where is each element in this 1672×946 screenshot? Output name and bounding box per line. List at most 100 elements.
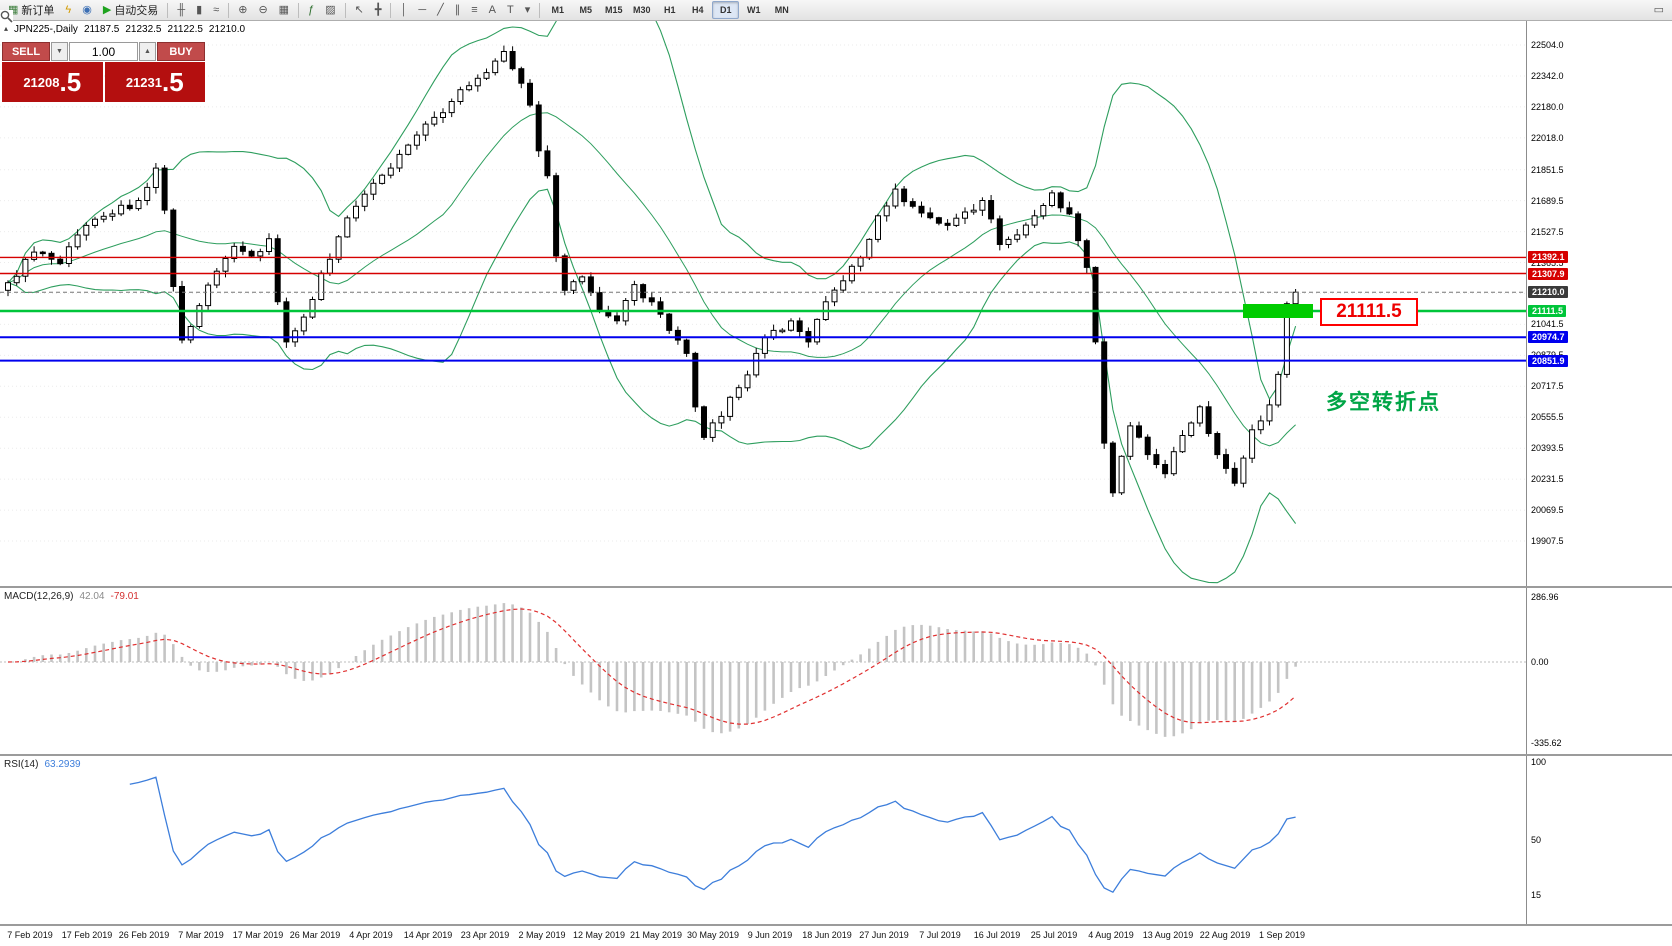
timeframe-button-h4[interactable]: H4 <box>692 5 704 15</box>
label-icon-button[interactable]: T <box>502 0 519 20</box>
auto-trading-icon: ▶ <box>102 3 112 16</box>
channel-icon-button[interactable]: ∥ <box>450 0 466 20</box>
rsi-axis-label: 100 <box>1531 757 1547 767</box>
tile-windows-icon-button[interactable]: ▦ <box>274 0 294 20</box>
date-label: 30 May 2019 <box>686 930 740 940</box>
panel-splitter[interactable] <box>0 754 1672 756</box>
timeframe-button-h1[interactable]: H1 <box>664 5 676 15</box>
sell-price-button[interactable]: 21208 .5 <box>2 62 103 102</box>
price-axis[interactable]: 22504.0 22342.0 22180.0 22018.0 21851.5 21689… <box>1527 21 1672 586</box>
macd-main-value: 42.04 <box>79 591 105 602</box>
text-icon-button[interactable]: A <box>484 0 501 20</box>
arrows-icon-icon: ▾ <box>524 3 531 16</box>
bar-chart-icon-icon: ╫ <box>177 3 186 16</box>
price-chart-canvas[interactable] <box>0 21 1526 586</box>
line-chart-icon-button[interactable]: ≈ <box>208 0 224 20</box>
rsi-axis[interactable]: 100 50 15 <box>1527 756 1672 924</box>
fibonacci-icon-button[interactable]: ≡ <box>466 0 482 20</box>
horizontal-line-icon-button[interactable]: ─ <box>413 0 431 20</box>
price-tick-label: 21041.5 <box>1531 319 1564 329</box>
macd-chart-canvas[interactable] <box>0 588 1526 754</box>
date-label: 7 Feb 2019 <box>7 930 53 940</box>
timeframe-button-m5[interactable]: M5 <box>579 5 593 15</box>
horizontal-line-icon-icon: ─ <box>418 3 427 16</box>
bar-chart-icon-button[interactable]: ╫ <box>172 0 190 20</box>
date-label: 7 Mar 2019 <box>178 930 224 940</box>
buy-price-big: .5 <box>161 67 184 97</box>
ohlc-high: 21232.5 <box>125 24 162 35</box>
date-label: 26 Feb 2019 <box>118 930 170 940</box>
candlestick-chart-icon-icon: ▮ <box>196 3 203 16</box>
rsi-chart-canvas[interactable] <box>0 756 1526 924</box>
volume-increase-button[interactable]: ▲ <box>139 42 156 61</box>
timeframe-button-d1[interactable]: D1 <box>712 1 740 19</box>
timeframe-button-m1[interactable]: M1 <box>551 5 565 15</box>
macd-indicator-label: MACD(12,26,9) 42.04 -79.01 <box>4 591 139 602</box>
date-label: 25 Jul 2019 <box>1030 930 1078 940</box>
date-label: 14 Apr 2019 <box>403 930 453 940</box>
date-label: 4 Aug 2019 <box>1088 930 1134 940</box>
date-label: 21 May 2019 <box>629 930 683 940</box>
cursor-icon-icon: ↖ <box>354 3 364 16</box>
timeframe-button-m30[interactable]: M30 <box>633 5 651 15</box>
price-tick-label: 22504.0 <box>1531 40 1564 50</box>
channel-icon-icon: ∥ <box>454 3 461 16</box>
rsi-axis-label: 50 <box>1531 835 1542 845</box>
volume-decrease-button[interactable]: ▼ <box>51 42 68 61</box>
macd-title: MACD(12,26,9) <box>4 591 74 602</box>
indicators-icon-button[interactable]: ƒ <box>303 0 319 20</box>
history-center-icon-icon: ◉ <box>82 3 92 16</box>
community-icon-icon: ▭ <box>1653 3 1664 16</box>
date-label: 23 Apr 2019 <box>460 930 510 940</box>
turning-point-annotation[interactable]: 多空转折点 <box>1326 390 1441 414</box>
timeframe-button-mn[interactable]: MN <box>774 5 789 15</box>
crosshair-icon-button[interactable]: ╋ <box>370 0 387 20</box>
price-callout-label[interactable]: 21111.5 <box>1320 298 1418 326</box>
auto-trading-button[interactable]: ▶ 自动交易 <box>98 0 163 20</box>
date-label: 1 Sep 2019 <box>1258 930 1306 940</box>
macd-histogram <box>15 603 1297 737</box>
chart-marker-icon: ▴ <box>4 24 9 33</box>
cursor-icon-button[interactable]: ↖ <box>350 0 369 20</box>
timeframe-button-m15[interactable]: M15 <box>605 5 623 15</box>
sell-button[interactable]: SELL <box>2 42 50 61</box>
date-axis[interactable]: 7 Feb 2019 17 Feb 2019 26 Feb 2019 7 Mar 20… <box>0 925 1672 946</box>
community-icon-button[interactable]: ▭ <box>1649 0 1669 20</box>
rsi-indicator-label: RSI(14) 63.2939 <box>4 759 81 770</box>
arrows-icon-button[interactable]: ▾ <box>520 0 536 20</box>
lightning-icon-button[interactable]: ϟ <box>60 0 76 20</box>
date-label: 27 Jun 2019 <box>859 930 909 940</box>
panel-splitter[interactable] <box>0 924 1672 926</box>
toolbar-separator <box>167 2 169 18</box>
buy-price-button[interactable]: 21231 .5 <box>104 62 205 102</box>
history-center-icon-button[interactable]: ◉ <box>77 0 97 20</box>
price-highlight-rectangle[interactable] <box>1243 304 1313 318</box>
templates-icon-button[interactable]: ▨ <box>320 0 340 20</box>
timeframe-button-w1[interactable]: W1 <box>747 5 761 15</box>
vertical-line-icon-icon: │ <box>400 3 408 16</box>
volume-input[interactable]: 1.00 <box>69 42 138 61</box>
search-icon-button[interactable] <box>0 0 1648 23</box>
buy-button[interactable]: BUY <box>157 42 205 61</box>
date-label: 16 Jul 2019 <box>973 930 1021 940</box>
price-tick-label: 20717.5 <box>1531 381 1564 391</box>
price-tag-current: 21210.0 <box>1528 286 1568 298</box>
panel-splitter[interactable] <box>0 586 1672 588</box>
date-label: 2 May 2019 <box>518 930 566 940</box>
price-tick-label: 22342.0 <box>1531 71 1564 81</box>
zoom-out-icon-button[interactable]: ⊖ <box>253 0 272 20</box>
macd-axis[interactable]: 286.96 0.00 -335.62 <box>1527 588 1672 754</box>
trendline-icon-button[interactable]: ╱ <box>432 0 449 20</box>
sell-price-big: .5 <box>59 67 82 97</box>
new-order-button[interactable]: ▦ 新订单 <box>3 0 59 20</box>
toolbar-separator <box>298 2 300 18</box>
price-tick-label: 19907.5 <box>1531 536 1564 546</box>
zoom-in-icon-button[interactable]: ⊕ <box>233 0 252 20</box>
vertical-line-icon-button[interactable]: │ <box>395 0 412 20</box>
date-label: 12 May 2019 <box>572 930 626 940</box>
sell-price-main: 21208 <box>23 74 60 90</box>
price-tag-blue: 20851.9 <box>1528 355 1568 367</box>
zoom-in-icon-icon: ⊕ <box>238 3 248 16</box>
candlestick-chart-icon-button[interactable]: ▮ <box>191 0 207 20</box>
